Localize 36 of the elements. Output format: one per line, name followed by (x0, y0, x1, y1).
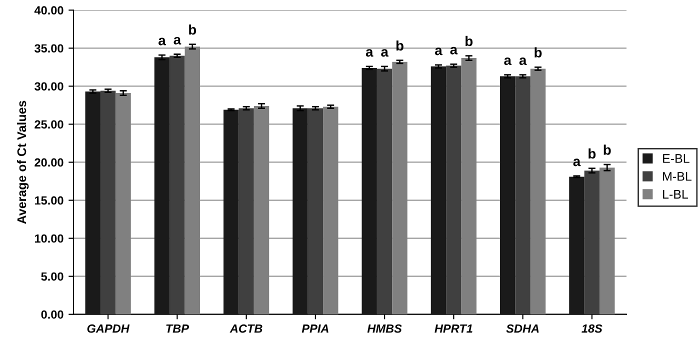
y-tick-label: 40.00 (34, 6, 64, 15)
x-tick-label: HPRT1 (434, 324, 472, 333)
x-tick-label: 18S (582, 324, 602, 333)
data-label: b (604, 144, 611, 155)
y-tick-label: 5.00 (41, 272, 64, 281)
y-tick-label: 10.00 (34, 234, 64, 243)
y-tick-label: 20.00 (34, 158, 64, 167)
x-tick-label: HMBS (367, 324, 402, 333)
data-label: a (435, 48, 442, 56)
y-tick-label: 25.00 (34, 120, 64, 129)
x-tick-label: TBP (166, 324, 190, 333)
data-label: b (588, 148, 596, 159)
legend-label: L-BL (663, 190, 688, 199)
data-label: a (450, 46, 458, 54)
y-tick-label: 30.00 (34, 82, 64, 91)
legend-label: M-BL (663, 172, 692, 181)
x-tick-label: SDHA (506, 324, 539, 333)
data-label: b (534, 47, 542, 58)
x-tick-label: ACTB (230, 324, 262, 333)
y-axis-title: Average of Ct Values (16, 100, 29, 224)
y-tick-label: 0.00 (41, 310, 64, 319)
data-label: a (366, 49, 374, 57)
data-label: a (573, 158, 581, 166)
legend-label: E-BL (663, 154, 690, 163)
x-tick-label: PPIA (302, 324, 328, 333)
data-label: a (381, 49, 389, 57)
data-label: b (466, 36, 473, 46)
data-label: b (396, 40, 404, 51)
data-label: b (189, 24, 196, 35)
x-tick-label: GAPDH (87, 324, 130, 333)
data-label: a (158, 38, 166, 46)
data-label: a (519, 57, 527, 66)
data-label: a (174, 36, 182, 45)
y-tick-label: 15.00 (34, 196, 64, 205)
data-label: a (504, 57, 512, 66)
y-tick-label: 35.00 (34, 44, 64, 53)
